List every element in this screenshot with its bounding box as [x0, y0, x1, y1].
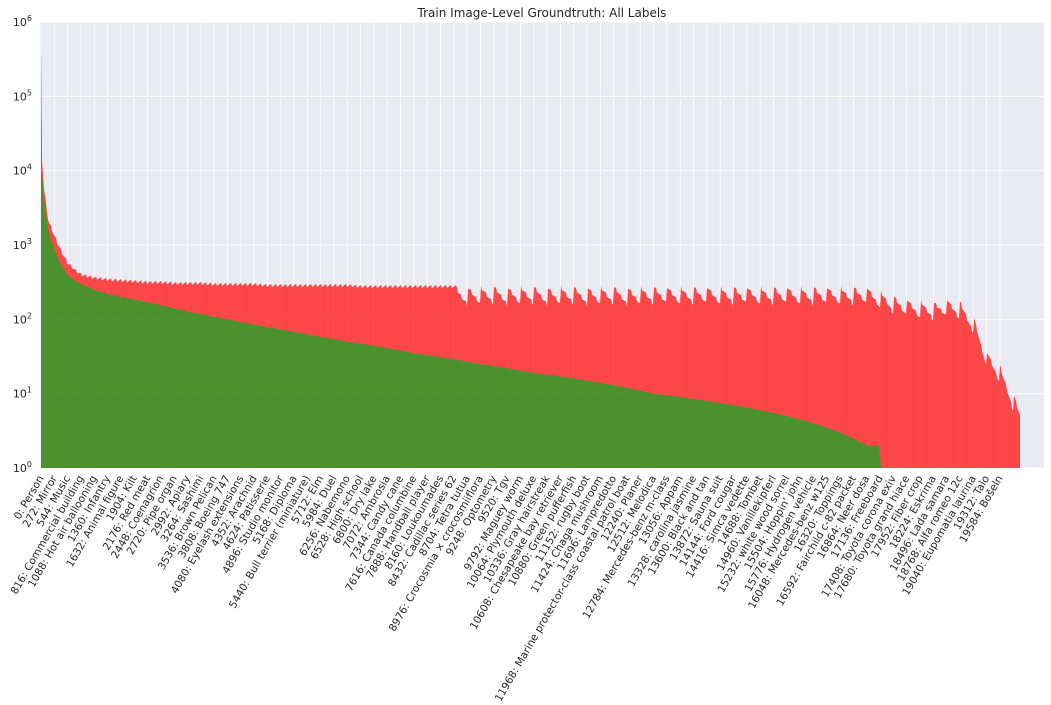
- bars-layer: [41, 47, 1020, 469]
- y-tick-label: 105: [13, 88, 32, 103]
- y-tick-label: 106: [13, 14, 32, 29]
- y-tick-label: 103: [13, 237, 32, 252]
- bars-green-series: [41, 51, 1020, 469]
- chart-title: Train Image-Level Groundtruth: All Label…: [417, 6, 667, 20]
- y-tick-label: 104: [13, 163, 32, 178]
- y-tick-label: 102: [13, 311, 32, 326]
- y-tick-label: 100: [13, 460, 32, 475]
- y-tick-label: 101: [13, 386, 32, 401]
- y-axis-ticks: 100 101 102 103 104 105 106: [13, 14, 32, 475]
